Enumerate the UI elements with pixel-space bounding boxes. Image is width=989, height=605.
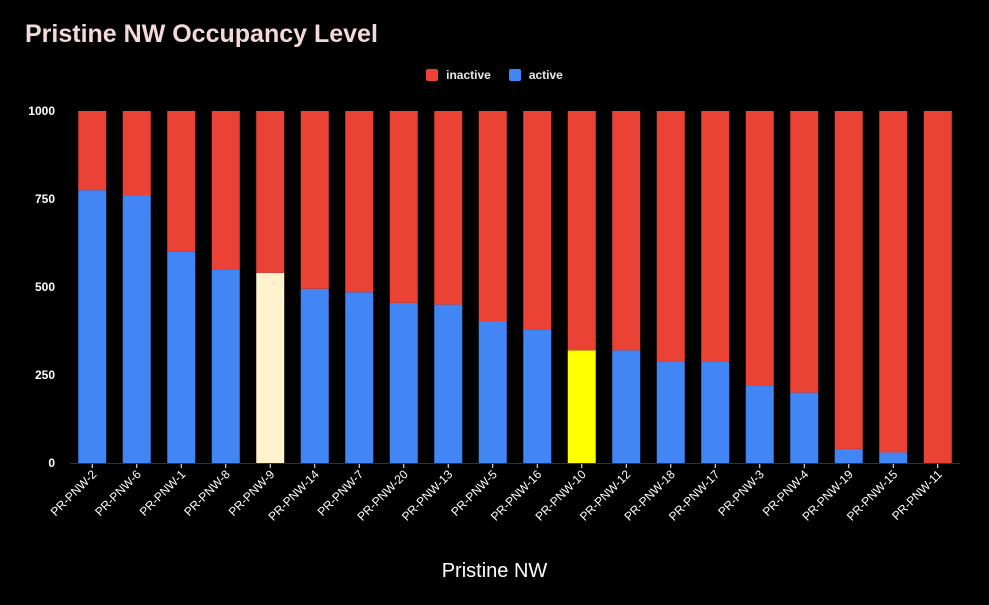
bar-active-pr-pnw-17 [701, 361, 730, 463]
bar-active-pr-pnw-13 [434, 304, 463, 463]
bar-active-pr-pnw-18 [656, 361, 685, 463]
bar-active-pr-pnw-6 [122, 195, 151, 464]
bar-active-pr-pnw-8 [211, 269, 240, 463]
bar-inactive-pr-pnw-1 [167, 111, 196, 252]
x-axis-title: Pristine NW [441, 560, 548, 582]
x-tick-label: PR-PNW-8 [181, 467, 233, 519]
bar-inactive-pr-pnw-6 [122, 111, 151, 196]
bar-inactive-pr-pnw-8 [211, 111, 240, 270]
bar-active-pr-pnw-2 [78, 190, 107, 463]
bar-active-pr-pnw-3 [745, 385, 774, 463]
legend-item-inactive[interactable]: inactive [426, 68, 491, 82]
y-tick-label: 500 [35, 280, 55, 294]
bar-inactive-pr-pnw-13 [434, 111, 463, 305]
bar-active-pr-pnw-14 [300, 288, 329, 463]
bar-active-pr-pnw-19 [834, 448, 863, 463]
bar-inactive-pr-pnw-4 [790, 111, 819, 393]
bar-active-pr-pnw-9 [256, 272, 285, 463]
bar-active-pr-pnw-5 [478, 321, 507, 463]
y-tick-label: 750 [35, 192, 55, 206]
bar-inactive-pr-pnw-19 [834, 111, 863, 449]
bar-inactive-pr-pnw-9 [256, 111, 285, 273]
bar-active-pr-pnw-20 [389, 302, 418, 463]
x-tick-label: PR-PNW-3 [715, 467, 767, 519]
legend-label-active: active [528, 68, 563, 82]
legend-swatch-inactive [426, 69, 439, 81]
legend-swatch-active [508, 69, 521, 81]
bar-inactive-pr-pnw-10 [567, 111, 596, 351]
chart-title: Pristine NW Occupancy Level [25, 20, 378, 48]
bar-active-pr-pnw-4 [790, 392, 819, 463]
bar-active-pr-pnw-1 [167, 251, 196, 463]
bar-inactive-pr-pnw-12 [612, 111, 641, 351]
bar-inactive-pr-pnw-17 [701, 111, 730, 362]
bar-active-pr-pnw-16 [523, 329, 552, 463]
x-tick-label: PR-PNW-1 [137, 467, 189, 519]
bar-inactive-pr-pnw-14 [300, 111, 329, 289]
bar-active-pr-pnw-15 [879, 452, 908, 463]
bar-inactive-pr-pnw-18 [656, 111, 685, 362]
x-tick-label: PR-PNW-6 [92, 467, 144, 519]
legend-item-active[interactable]: active [508, 68, 563, 82]
legend: inactive active [0, 68, 989, 82]
bar-active-pr-pnw-10 [567, 350, 596, 463]
bar-inactive-pr-pnw-16 [523, 111, 552, 330]
bar-inactive-pr-pnw-7 [345, 111, 374, 293]
bar-inactive-pr-pnw-5 [478, 111, 507, 322]
x-tick-label: PR-PNW-2 [48, 467, 100, 519]
bar-active-pr-pnw-7 [345, 292, 374, 463]
bar-inactive-pr-pnw-2 [78, 111, 107, 191]
bar-inactive-pr-pnw-20 [389, 111, 418, 303]
legend-label-inactive: inactive [446, 68, 491, 82]
y-tick-label: 0 [48, 456, 55, 470]
y-tick-label: 1000 [28, 104, 55, 118]
y-tick-label: 250 [35, 368, 55, 382]
bar-inactive-pr-pnw-11 [923, 111, 952, 463]
bar-active-pr-pnw-12 [612, 350, 641, 463]
bar-inactive-pr-pnw-15 [879, 111, 908, 453]
bar-inactive-pr-pnw-3 [745, 111, 774, 386]
